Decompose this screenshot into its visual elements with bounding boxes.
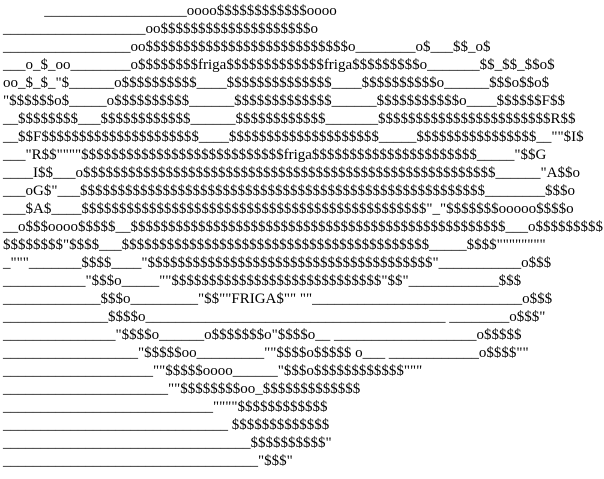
ascii-art-text: ___________________oooo$$$$$$$$$$$$oooo … bbox=[3, 3, 603, 469]
ascii-art-page: ___________________oooo$$$$$$$$$$$$oooo … bbox=[3, 3, 603, 469]
